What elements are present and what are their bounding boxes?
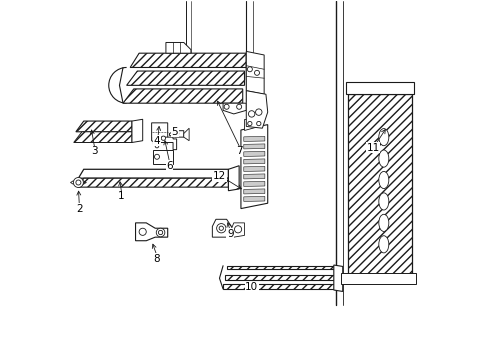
Text: 10: 10	[244, 282, 258, 292]
Polygon shape	[246, 53, 260, 84]
Polygon shape	[244, 119, 262, 130]
Text: 6: 6	[166, 161, 172, 171]
Circle shape	[158, 230, 163, 235]
Polygon shape	[246, 51, 264, 94]
Ellipse shape	[378, 193, 388, 210]
Circle shape	[174, 131, 179, 136]
Ellipse shape	[378, 150, 388, 167]
Circle shape	[247, 67, 252, 72]
Circle shape	[73, 177, 83, 188]
Ellipse shape	[378, 129, 388, 146]
Polygon shape	[123, 89, 242, 103]
Circle shape	[248, 111, 254, 117]
Polygon shape	[244, 144, 264, 149]
Text: 7: 7	[235, 147, 242, 157]
Text: 1: 1	[118, 191, 124, 201]
Polygon shape	[244, 197, 264, 202]
Polygon shape	[74, 132, 132, 143]
Polygon shape	[246, 91, 267, 128]
Polygon shape	[223, 103, 246, 114]
Polygon shape	[226, 266, 333, 269]
Text: 3: 3	[91, 147, 98, 157]
Circle shape	[256, 121, 261, 126]
Polygon shape	[151, 123, 167, 143]
Polygon shape	[244, 166, 264, 171]
Polygon shape	[230, 223, 244, 237]
Polygon shape	[212, 219, 233, 237]
Circle shape	[161, 136, 165, 140]
Polygon shape	[153, 137, 176, 150]
Polygon shape	[244, 152, 264, 157]
Text: 5: 5	[171, 127, 178, 137]
Circle shape	[255, 109, 262, 115]
Circle shape	[139, 228, 146, 235]
Polygon shape	[165, 42, 190, 53]
Polygon shape	[126, 71, 244, 85]
Polygon shape	[347, 94, 411, 276]
Circle shape	[224, 104, 229, 109]
Polygon shape	[244, 174, 264, 179]
Polygon shape	[244, 181, 264, 186]
Circle shape	[154, 154, 159, 159]
Circle shape	[155, 144, 159, 148]
Circle shape	[76, 180, 81, 185]
Circle shape	[254, 70, 259, 75]
Ellipse shape	[378, 214, 388, 231]
Text: 4: 4	[153, 136, 160, 146]
Polygon shape	[223, 284, 333, 289]
Text: 8: 8	[153, 253, 160, 264]
Polygon shape	[76, 121, 132, 132]
Text: 2: 2	[76, 203, 82, 213]
Circle shape	[153, 136, 158, 140]
Text: 11: 11	[366, 143, 379, 153]
Polygon shape	[241, 125, 267, 208]
Text: 9: 9	[226, 229, 233, 239]
Polygon shape	[333, 265, 342, 292]
Text: 12: 12	[212, 171, 225, 181]
Ellipse shape	[378, 171, 388, 189]
Polygon shape	[153, 150, 173, 164]
Polygon shape	[340, 273, 415, 284]
Circle shape	[216, 224, 225, 233]
Circle shape	[236, 104, 241, 109]
Circle shape	[247, 121, 251, 126]
Polygon shape	[169, 131, 183, 137]
Polygon shape	[228, 166, 239, 191]
Polygon shape	[132, 119, 142, 143]
Polygon shape	[244, 189, 264, 194]
Polygon shape	[244, 159, 264, 164]
Polygon shape	[224, 275, 333, 280]
Ellipse shape	[378, 236, 388, 253]
Circle shape	[219, 226, 223, 230]
Polygon shape	[135, 223, 167, 241]
Circle shape	[234, 226, 241, 233]
Polygon shape	[78, 169, 228, 178]
Circle shape	[156, 228, 164, 237]
Polygon shape	[346, 82, 413, 94]
Polygon shape	[244, 136, 264, 141]
Polygon shape	[78, 178, 228, 187]
Polygon shape	[183, 128, 189, 141]
Polygon shape	[130, 53, 246, 67]
